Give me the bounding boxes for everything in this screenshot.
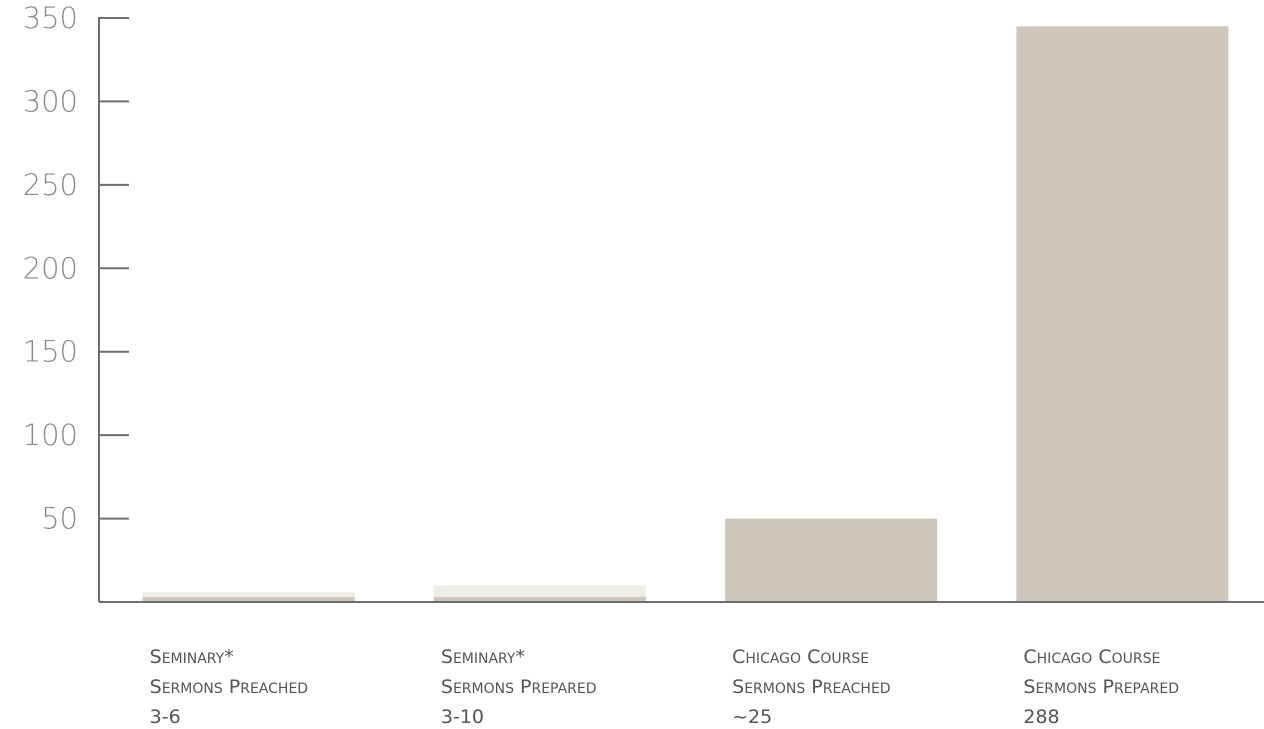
category-value-label: ~25 xyxy=(732,706,772,728)
y-tick-label: 200 xyxy=(23,251,78,285)
category-label-line: SERMONS PREPARED xyxy=(1023,676,1179,698)
bar xyxy=(142,596,355,602)
bar xyxy=(1016,26,1229,603)
y-tick-label: 300 xyxy=(23,84,78,118)
y-tick-label: 150 xyxy=(23,335,78,369)
category-label-line: SEMINARY* xyxy=(441,646,525,668)
category-label-line: SERMONS PREACHED xyxy=(150,676,308,698)
bar xyxy=(433,596,646,602)
category-value-label: 288 xyxy=(1023,706,1059,728)
category-label-line: SERMONS PREPARED xyxy=(441,676,597,698)
y-tick-label: 250 xyxy=(23,168,78,202)
bar-main-group xyxy=(142,26,1229,603)
category-label-line: SERMONS PREACHED xyxy=(732,676,890,698)
category-value-label: 3-6 xyxy=(150,706,181,728)
category-label-line: SEMINARY* xyxy=(150,646,234,668)
category-value-label: 3-10 xyxy=(441,706,484,728)
y-tick-label: 100 xyxy=(23,418,78,452)
category-label-line: CHICAGO COURSE xyxy=(1023,646,1160,668)
y-tick-label: 50 xyxy=(41,502,78,536)
axes xyxy=(98,17,1264,603)
category-label-line: CHICAGO COURSE xyxy=(732,646,869,668)
category-labels: SEMINARY* SERMONS PREACHED 3-6 SEMINARY* SER… xyxy=(150,646,1179,728)
y-axis-ticks: 50 100 150 200 250 300 350 xyxy=(23,1,129,536)
y-tick-label: 350 xyxy=(23,1,78,35)
bar xyxy=(725,518,938,602)
